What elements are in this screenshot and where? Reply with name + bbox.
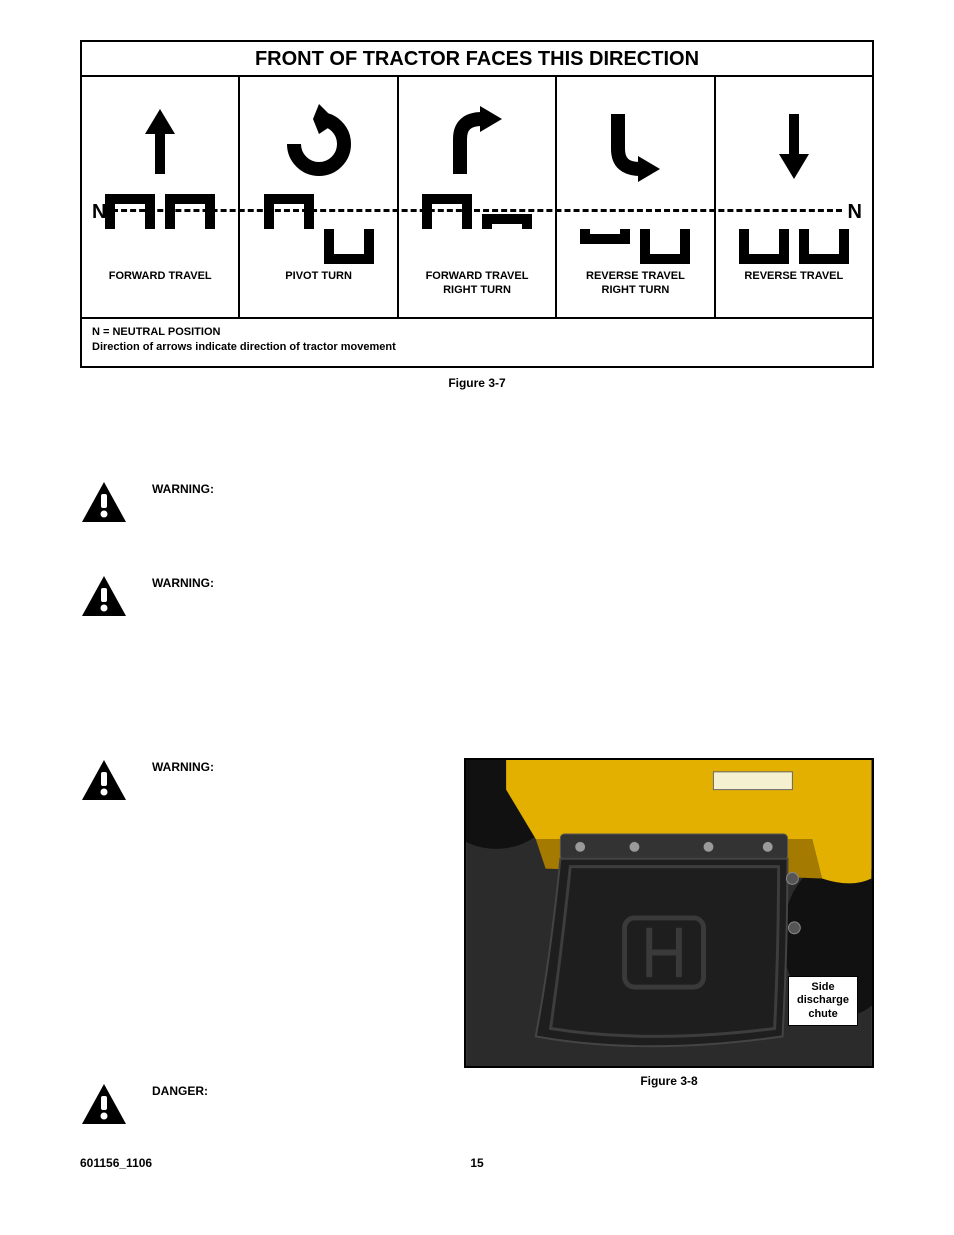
doc-number: 601156_1106 bbox=[80, 1156, 152, 1170]
warning-block-3: WARNING: bbox=[80, 758, 444, 802]
arrow-down-icon bbox=[769, 104, 819, 184]
danger-block: DANGER: bbox=[80, 1082, 444, 1126]
diagram-cell-fwd-right: FORWARD TRAVELRIGHT TURN bbox=[399, 77, 557, 317]
warning-label: WARNING: bbox=[152, 480, 214, 496]
lever-both-up-icon bbox=[100, 194, 220, 264]
lower-section: WARNING: DANGER: bbox=[80, 758, 874, 1126]
warning-triangle-icon bbox=[80, 480, 128, 524]
warning-triangle-icon bbox=[80, 574, 128, 618]
page-footer: 601156_1106 15 bbox=[80, 1156, 874, 1170]
warning-block-2: WARNING: bbox=[80, 574, 874, 618]
photo-callout: Sidedischargechute bbox=[788, 976, 858, 1026]
warning-triangle-icon bbox=[80, 758, 128, 802]
warning-label: WARNING: bbox=[152, 758, 214, 774]
figure-caption-3-8: Figure 3-8 bbox=[464, 1074, 874, 1088]
cell-label: REVERSE TRAVEL bbox=[744, 269, 843, 299]
diagram-cell-reverse: REVERSE TRAVEL bbox=[716, 77, 872, 317]
arrow-up-icon bbox=[135, 104, 185, 184]
lever-fwd-right-icon bbox=[417, 194, 537, 264]
warning-block-1: WARNING: bbox=[80, 480, 874, 524]
diagram-cell-pivot: PIVOT TURN bbox=[240, 77, 398, 317]
cell-label: FORWARD TRAVEL bbox=[109, 269, 212, 299]
footer-line-2: Direction of arrows indicate direction o… bbox=[92, 340, 862, 355]
diagram-title: FRONT OF TRACTOR FACES THIS DIRECTION bbox=[82, 42, 872, 77]
arrow-fwd-right-icon bbox=[442, 104, 512, 184]
lever-pivot-icon bbox=[259, 194, 379, 264]
diagram-cell-rev-right: REVERSE TRAVELRIGHT TURN bbox=[557, 77, 715, 317]
page-number: 15 bbox=[470, 1156, 483, 1170]
arrow-pivot-icon bbox=[279, 104, 359, 184]
lever-rev-right-icon bbox=[575, 194, 695, 264]
warning-label: WARNING: bbox=[152, 574, 214, 590]
danger-label: DANGER: bbox=[152, 1082, 208, 1098]
diagram-row: N N FORWARD TRAVEL bbox=[82, 77, 872, 317]
control-direction-diagram: FRONT OF TRACTOR FACES THIS DIRECTION N … bbox=[80, 40, 874, 368]
lever-both-down-icon bbox=[734, 194, 854, 264]
warning-triangle-icon bbox=[80, 1082, 128, 1126]
footer-line-1: N = NEUTRAL POSITION bbox=[92, 325, 862, 340]
diagram-cell-forward: FORWARD TRAVEL bbox=[82, 77, 240, 317]
cell-label: REVERSE TRAVELRIGHT TURN bbox=[586, 269, 685, 299]
figure-3-8-photo: Sidedischargechute bbox=[464, 758, 874, 1068]
cell-label: FORWARD TRAVELRIGHT TURN bbox=[426, 269, 529, 299]
diagram-footer: N = NEUTRAL POSITION Direction of arrows… bbox=[82, 317, 872, 366]
figure-caption-3-7: Figure 3-7 bbox=[80, 376, 874, 390]
arrow-rev-right-icon bbox=[600, 104, 670, 184]
cell-label: PIVOT TURN bbox=[285, 269, 352, 299]
